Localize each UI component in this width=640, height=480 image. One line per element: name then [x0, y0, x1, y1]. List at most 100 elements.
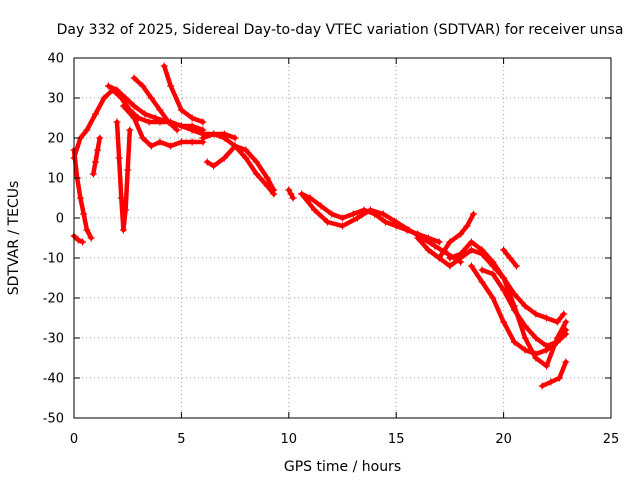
data-point [156, 138, 164, 146]
series-trace [426, 247, 566, 325]
y-axis-label: SDTVAR / TECUs [6, 181, 22, 296]
series-track-n [298, 190, 465, 266]
data-point [500, 274, 508, 282]
data-point [521, 346, 529, 354]
data-point [231, 134, 239, 142]
y-tick-label: -30 [43, 332, 64, 347]
data-point [457, 250, 465, 258]
data-point [467, 262, 475, 270]
plot-frame [73, 57, 612, 419]
data-point [532, 350, 540, 358]
series-trace [299, 191, 463, 265]
data-point [188, 138, 196, 146]
data-point [220, 154, 228, 162]
series-track-c [70, 232, 87, 246]
data-point [147, 94, 155, 102]
data-point [122, 206, 130, 214]
data-point [285, 186, 293, 194]
data-point [210, 130, 218, 138]
x-tick-label: 10 [281, 432, 298, 447]
data-point [87, 234, 95, 242]
data-point [287, 190, 295, 198]
data-point [152, 114, 160, 122]
series-track-f [113, 118, 134, 234]
data-point [89, 170, 97, 178]
data-point [113, 86, 121, 94]
data-point [538, 382, 546, 390]
data-point [381, 218, 389, 226]
data-point [543, 342, 551, 350]
data-point [354, 214, 362, 222]
data-point [444, 250, 452, 258]
data-point [478, 266, 486, 274]
data-point [203, 158, 211, 166]
data-point [74, 236, 82, 244]
series-trace [161, 63, 206, 125]
data-point [253, 158, 261, 166]
data-point [147, 142, 155, 150]
x-tick-label: 25 [603, 432, 620, 447]
data-point [521, 302, 529, 310]
data-layer [70, 62, 570, 390]
data-point [119, 226, 127, 234]
data-point [91, 158, 99, 166]
series-trace [469, 263, 569, 357]
data-point [349, 210, 357, 218]
data-point [156, 106, 164, 114]
series-trace [71, 147, 94, 241]
series-trace [114, 119, 133, 233]
data-point [188, 126, 196, 134]
data-point [470, 210, 478, 218]
data-point [263, 174, 271, 182]
data-point [467, 238, 475, 246]
series-trace [200, 131, 238, 141]
data-point [405, 226, 413, 234]
data-point [489, 294, 497, 302]
data-point [521, 334, 529, 342]
data-point [500, 318, 508, 326]
data-point [231, 142, 239, 150]
axis-ticks: 0 5 10 15 20 25 -50 -40 -30 -20 -10 0 10 20 30 40 [43, 52, 620, 448]
data-point [139, 82, 147, 90]
data-point [500, 246, 508, 254]
data-point [130, 114, 138, 122]
data-point [130, 74, 138, 82]
data-point [414, 234, 422, 242]
data-point [253, 170, 261, 178]
data-point [562, 326, 570, 334]
data-point [115, 154, 123, 162]
data-point [562, 358, 570, 366]
data-point [104, 82, 112, 90]
data-point [91, 110, 99, 118]
y-tick-label: -40 [43, 372, 64, 387]
data-point [199, 118, 207, 126]
data-point [117, 194, 125, 202]
series-track-j [203, 142, 278, 194]
data-point [306, 194, 314, 202]
series-trace [540, 359, 569, 389]
data-point [543, 314, 551, 322]
data-point [100, 94, 108, 102]
y-tick-label: -50 [43, 412, 64, 427]
series-track-h [130, 74, 181, 134]
x-tick-label: 0 [70, 432, 78, 447]
series-track-k [199, 130, 239, 142]
x-tick-label: 20 [495, 432, 512, 447]
data-point [424, 246, 432, 254]
data-point [79, 238, 87, 246]
data-point [113, 118, 121, 126]
data-point [323, 218, 331, 226]
data-point [521, 322, 529, 330]
data-point [339, 222, 346, 230]
data-point [177, 122, 185, 130]
data-point [94, 146, 102, 154]
data-point [122, 94, 130, 102]
series-trace [447, 239, 569, 369]
series-track-u [538, 358, 570, 390]
data-point [446, 254, 454, 262]
data-point [242, 154, 250, 162]
series-track-g [119, 102, 207, 150]
data-point [119, 102, 127, 110]
series-track-l [285, 186, 297, 202]
